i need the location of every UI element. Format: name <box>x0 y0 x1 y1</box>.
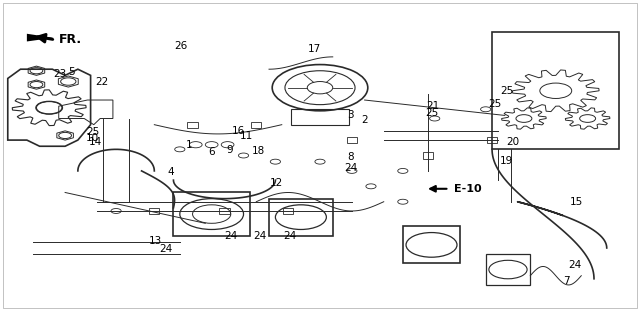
Text: 12: 12 <box>270 178 284 188</box>
Text: 24: 24 <box>283 231 296 241</box>
Text: E-10: E-10 <box>454 184 481 194</box>
Text: 11: 11 <box>240 131 253 142</box>
Text: 1: 1 <box>186 140 193 150</box>
Bar <box>220 208 230 214</box>
Text: 10: 10 <box>86 132 99 143</box>
Text: 24: 24 <box>568 260 582 270</box>
Text: 16: 16 <box>232 127 245 137</box>
Text: 13: 13 <box>149 236 162 246</box>
Bar <box>188 122 198 128</box>
Bar <box>173 193 250 236</box>
Text: 25: 25 <box>86 128 99 137</box>
Text: 20: 20 <box>506 137 520 147</box>
Text: 18: 18 <box>252 146 265 156</box>
Text: 22: 22 <box>95 77 109 87</box>
Text: 7: 7 <box>563 276 570 286</box>
Text: 5: 5 <box>68 67 75 77</box>
Text: 4: 4 <box>167 167 173 178</box>
Polygon shape <box>27 34 54 41</box>
Text: 8: 8 <box>348 152 354 162</box>
Text: FR.: FR. <box>59 33 82 46</box>
Text: 25: 25 <box>425 108 438 118</box>
Text: 24: 24 <box>159 244 172 253</box>
Bar <box>251 122 261 128</box>
Text: 25: 25 <box>500 86 513 96</box>
Text: 24: 24 <box>224 231 237 241</box>
Bar <box>492 32 620 149</box>
Text: 24: 24 <box>253 231 266 241</box>
Text: 15: 15 <box>570 197 584 207</box>
Bar <box>149 208 159 214</box>
Bar <box>423 152 433 159</box>
Bar <box>347 137 357 143</box>
Text: 6: 6 <box>209 147 215 157</box>
Text: 23: 23 <box>53 69 67 79</box>
Text: 17: 17 <box>308 44 321 54</box>
Text: 24: 24 <box>344 164 357 174</box>
Text: 14: 14 <box>88 137 102 147</box>
Bar <box>487 137 497 143</box>
Bar <box>486 254 531 285</box>
Text: 26: 26 <box>175 41 188 51</box>
Text: 25: 25 <box>488 99 502 109</box>
Bar <box>403 226 460 263</box>
Bar <box>291 109 349 125</box>
Bar <box>269 199 333 236</box>
Text: 19: 19 <box>500 156 513 166</box>
Bar <box>283 208 293 214</box>
Text: 21: 21 <box>426 100 440 111</box>
Text: 2: 2 <box>362 115 368 125</box>
Text: 3: 3 <box>348 110 354 120</box>
Text: 9: 9 <box>226 145 233 155</box>
